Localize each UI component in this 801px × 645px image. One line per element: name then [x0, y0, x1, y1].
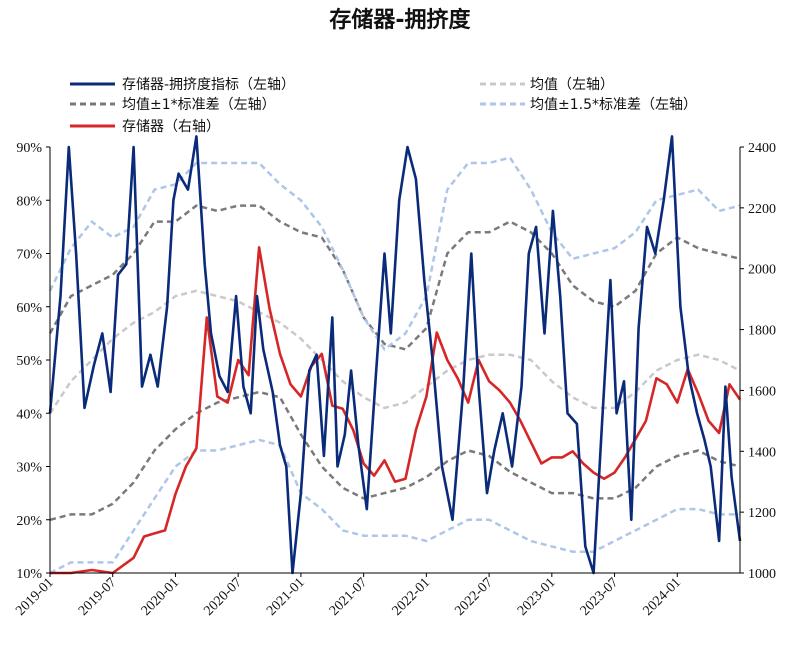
- left-tick-label: 10%: [16, 567, 42, 582]
- right-tick-label: 2200: [748, 202, 776, 217]
- plot-area: [48, 135, 742, 575]
- x-tick-label: 2021-07: [327, 575, 371, 619]
- chart-title: 存储器-拥挤度: [329, 7, 471, 33]
- left-tick-label: 20%: [16, 514, 42, 529]
- left-tick-label: 70%: [16, 248, 42, 263]
- legend-label-std1: 均值±1*标准差（左轴）: [122, 97, 276, 113]
- left-tick-label: 40%: [16, 407, 42, 422]
- legend-label-index: 存储器-拥挤度指标（左轴）: [122, 77, 295, 93]
- right-tick-label: 1800: [748, 324, 776, 339]
- right-tick-label: 1400: [748, 445, 776, 460]
- x-tick-label: 2020-01: [139, 575, 183, 619]
- legend-label-std15: 均值±1.5*标准差（左轴）: [530, 97, 697, 113]
- series-line-5: [49, 438, 740, 575]
- series-line-4: [49, 390, 741, 522]
- right-tick-label: 2400: [748, 141, 776, 156]
- legend: 存储器-拥挤度指标（左轴） 均值（左轴） 均值±1*标准差（左轴） 均值±1.5…: [70, 77, 697, 135]
- series-line-2: [48, 204, 741, 351]
- x-tick-label: 2022-07: [452, 575, 496, 619]
- right-tick-label: 1600: [748, 384, 776, 399]
- right-tick-label: 2000: [748, 263, 776, 278]
- series-line-1: [48, 289, 741, 414]
- x-tick-label: 2021-01: [264, 575, 308, 619]
- left-tick-label: 50%: [16, 354, 42, 369]
- right-tick-label: 1200: [748, 506, 776, 521]
- left-tick-label: 30%: [16, 461, 42, 476]
- series-line-6: [50, 246, 742, 575]
- left-tick-label: 90%: [16, 141, 42, 156]
- x-tick-label: 2020-07: [201, 575, 245, 619]
- x-tick-label: 2024-01: [640, 575, 684, 619]
- left-tick-label: 60%: [16, 301, 42, 316]
- series-line-3: [48, 156, 741, 351]
- x-tick-label: 2019-07: [76, 575, 120, 619]
- left-tick-label: 80%: [16, 194, 42, 209]
- series-line-0: [48, 135, 742, 575]
- x-tick-label: 2022-01: [390, 575, 434, 619]
- legend-label-price: 存储器（右轴）: [122, 119, 220, 135]
- x-tick-label: 2023-07: [578, 575, 622, 619]
- x-tick-label: 2023-01: [515, 575, 559, 619]
- right-tick-label: 1000: [748, 567, 776, 582]
- legend-label-mean: 均值（左轴）: [530, 77, 614, 93]
